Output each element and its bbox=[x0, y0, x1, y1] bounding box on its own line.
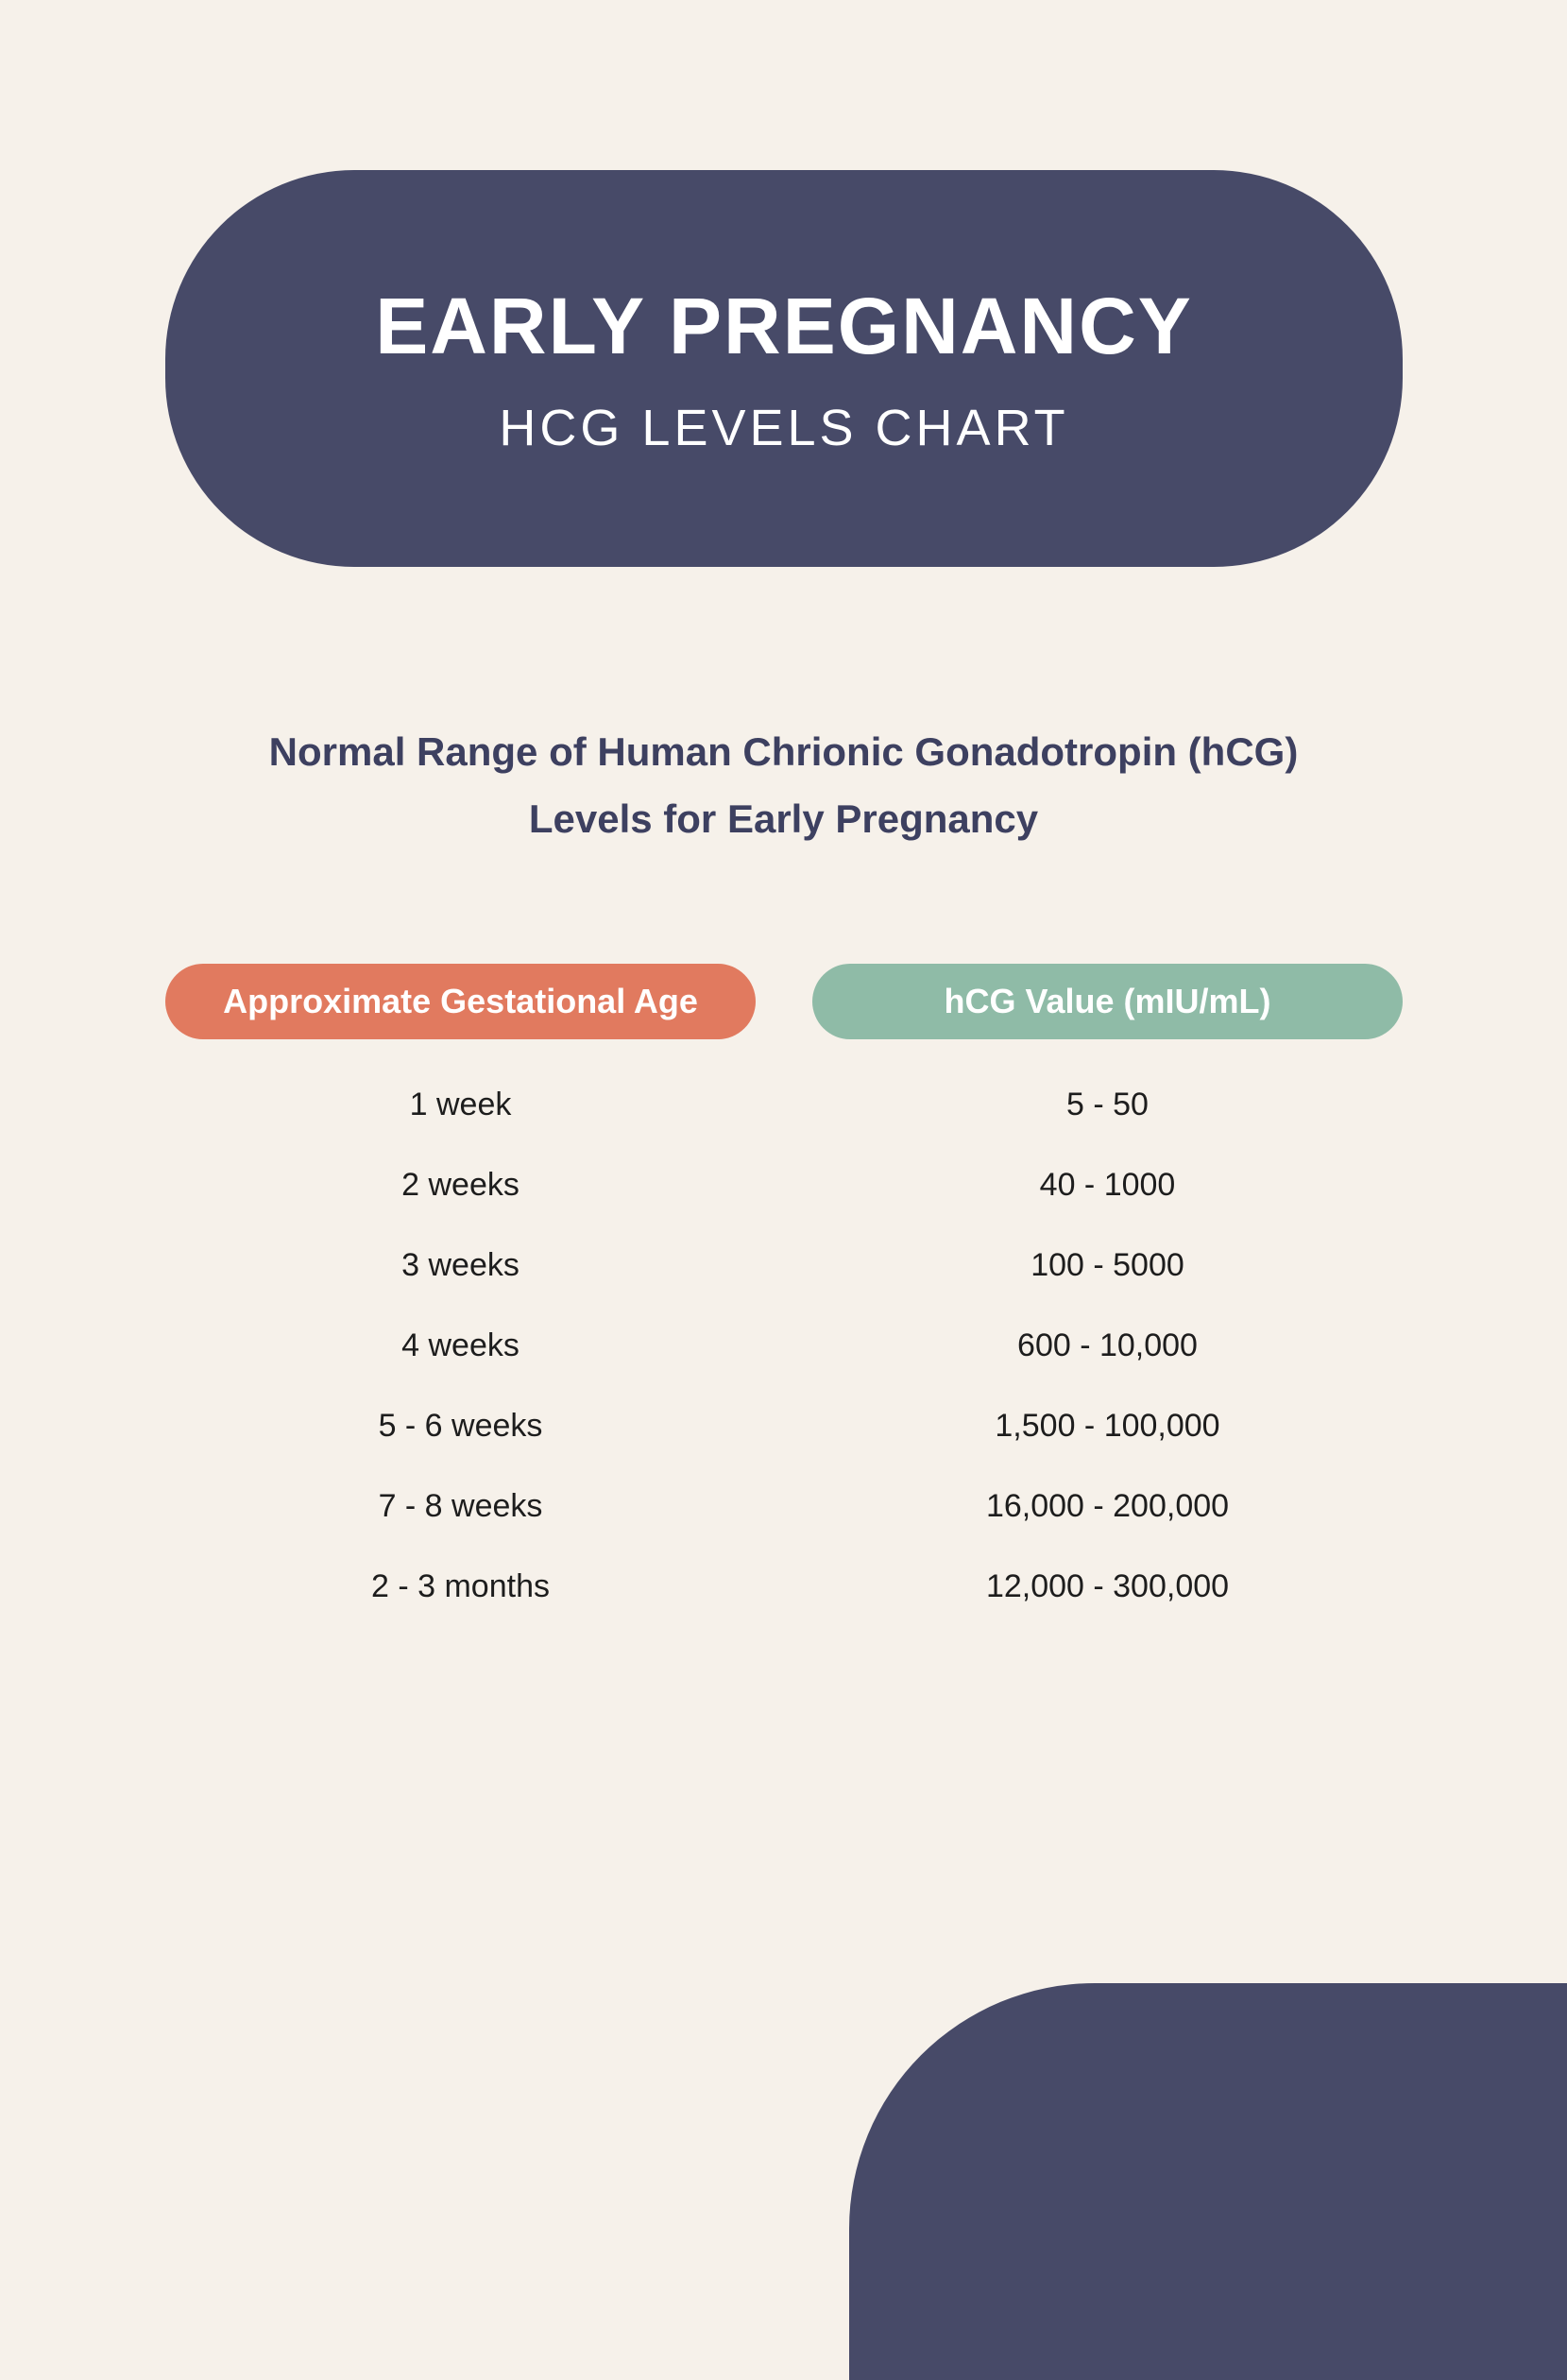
table-row: 1 week 5 - 50 bbox=[165, 1087, 1403, 1123]
cell-age: 5 - 6 weeks bbox=[165, 1408, 756, 1445]
cell-value: 12,000 - 300,000 bbox=[812, 1568, 1403, 1605]
decorative-corner-shape bbox=[849, 1983, 1567, 2380]
description-block: Normal Range of Human Chrionic Gonadotro… bbox=[0, 718, 1567, 853]
cell-age: 2 weeks bbox=[165, 1167, 756, 1204]
cell-value: 16,000 - 200,000 bbox=[812, 1488, 1403, 1525]
page-title: EARLY PREGNANCY bbox=[375, 281, 1193, 372]
header-pill: EARLY PREGNANCY HCG LEVELS CHART bbox=[165, 170, 1403, 567]
cell-value: 5 - 50 bbox=[812, 1087, 1403, 1123]
table-row: 4 weeks 600 - 10,000 bbox=[165, 1327, 1403, 1364]
table-row: 2 - 3 months 12,000 - 300,000 bbox=[165, 1568, 1403, 1605]
cell-value: 600 - 10,000 bbox=[812, 1327, 1403, 1364]
cell-age: 3 weeks bbox=[165, 1247, 756, 1284]
page-subtitle: HCG LEVELS CHART bbox=[499, 399, 1068, 457]
cell-age: 2 - 3 months bbox=[165, 1568, 756, 1605]
hcg-table: Approximate Gestational Age hCG Value (m… bbox=[165, 964, 1403, 1649]
table-row: 7 - 8 weeks 16,000 - 200,000 bbox=[165, 1488, 1403, 1525]
description-line-2: Levels for Early Pregnancy bbox=[529, 796, 1038, 841]
cell-age: 4 weeks bbox=[165, 1327, 756, 1364]
column-header-value: hCG Value (mIU/mL) bbox=[812, 964, 1403, 1039]
table-header-row: Approximate Gestational Age hCG Value (m… bbox=[165, 964, 1403, 1039]
cell-value: 40 - 1000 bbox=[812, 1167, 1403, 1204]
table-row: 3 weeks 100 - 5000 bbox=[165, 1247, 1403, 1284]
cell-age: 1 week bbox=[165, 1087, 756, 1123]
description-line-1: Normal Range of Human Chrionic Gonadotro… bbox=[269, 729, 1299, 774]
column-header-age: Approximate Gestational Age bbox=[165, 964, 756, 1039]
table-row: 2 weeks 40 - 1000 bbox=[165, 1167, 1403, 1204]
cell-value: 100 - 5000 bbox=[812, 1247, 1403, 1284]
cell-value: 1,500 - 100,000 bbox=[812, 1408, 1403, 1445]
table-row: 5 - 6 weeks 1,500 - 100,000 bbox=[165, 1408, 1403, 1445]
table-body: 1 week 5 - 50 2 weeks 40 - 1000 3 weeks … bbox=[165, 1087, 1403, 1605]
cell-age: 7 - 8 weeks bbox=[165, 1488, 756, 1525]
